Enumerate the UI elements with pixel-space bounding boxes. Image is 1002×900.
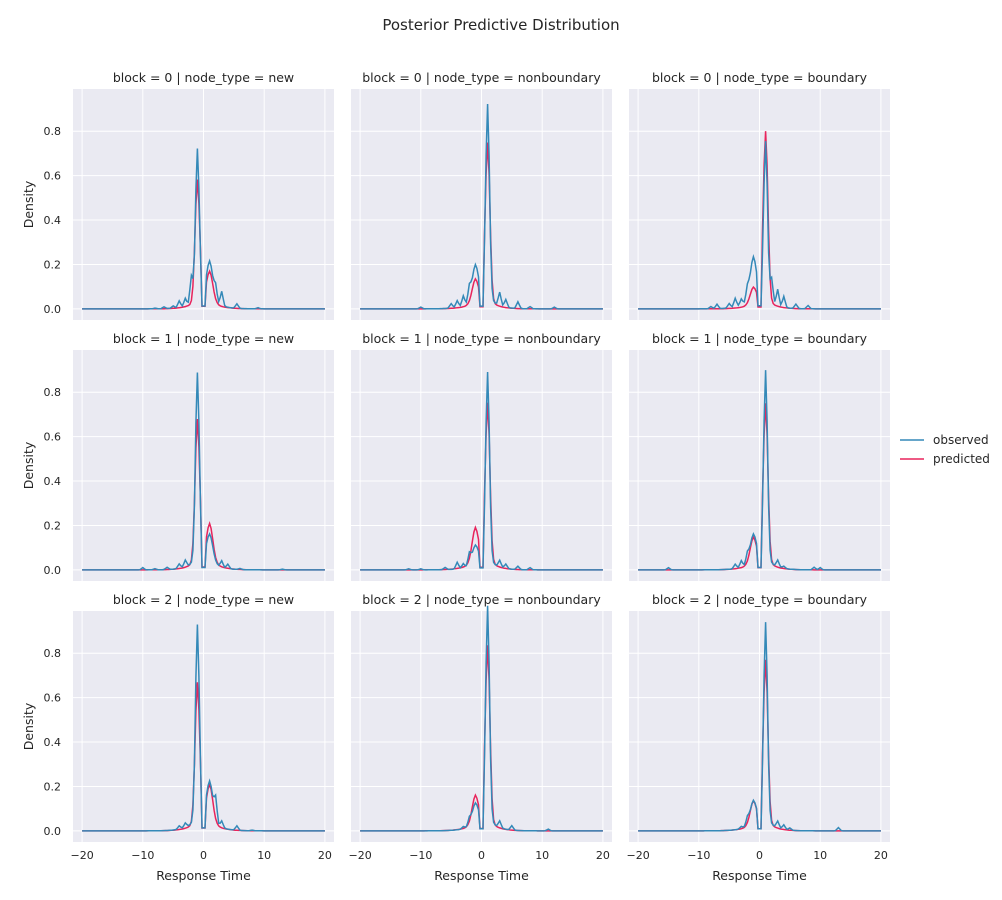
legend: observed predicted [900,433,990,466]
series-line-observed [360,371,603,571]
x-tick-label: 0 [756,849,763,862]
series-line-observed [638,622,881,832]
y-tick-label: 0.0 [44,303,62,316]
y-tick-label: 0.8 [44,647,62,660]
facet-panel-2-nonboundary: −20 −10 0 10 20 block = 2 | node_type = nonbo… [348,592,612,883]
facet-panel-2-new: −20 −10 0 10 20 0.0 0.2 0.4 0.6 0.8 block = 2 | no… [21,592,334,883]
x-tick-label: −10 [409,849,432,862]
panel-title: block = 2 | node_type = boundary [652,592,868,607]
x-tick-label: 20 [318,849,332,862]
facet-panel-1-new: 0.0 0.2 0.4 0.6 0.8 block = 1 | node_type = n… [21,331,334,581]
x-tick-label: −20 [626,849,649,862]
series-line-observed [360,103,603,310]
x-tick-label: −20 [348,849,371,862]
y-tick-label: 0.6 [44,170,62,183]
legend-label-predicted: predicted [933,452,990,466]
facet-panels: 0.0 0.2 0.4 0.6 0.8 block = 0 | node_type = n… [21,70,890,883]
series-line-observed [82,624,325,832]
series-line-observed [638,370,881,571]
x-tick-label: 10 [813,849,827,862]
x-tick-label: −10 [131,849,154,862]
facet-panel-0-nonboundary: block = 0 | node_type = nonboundary [351,70,612,320]
y-tick-label: 0.6 [44,692,62,705]
x-axis-label: Response Time [156,868,251,883]
facet-panel-0-boundary: block = 0 | node_type = boundary [629,70,890,320]
y-tick-label: 0.0 [44,564,62,577]
y-axis-label: Density [21,702,36,750]
panel-title: block = 2 | node_type = new [113,592,294,607]
y-tick-label: 0.2 [44,780,62,793]
x-tick-label: −20 [70,849,93,862]
y-tick-label: 0.8 [44,125,62,138]
facet-panel-1-boundary: block = 1 | node_type = boundary [629,331,890,581]
facet-panel-2-boundary: −20 −10 0 10 20 block = 2 | node_type = bound… [626,592,890,883]
y-tick-label: 0.8 [44,386,62,399]
x-tick-label: −10 [687,849,710,862]
panel-title: block = 0 | node_type = boundary [652,70,868,85]
series-line-observed [638,141,881,310]
panel-title: block = 1 | node_type = boundary [652,331,868,346]
panel-title: block = 0 | node_type = nonboundary [362,70,601,85]
y-tick-label: 0.4 [44,736,62,749]
x-tick-label: 0 [478,849,485,862]
x-tick-label: 10 [257,849,271,862]
y-axis-label: Density [21,441,36,489]
y-tick-label: 0.2 [44,258,62,271]
y-tick-label: 0.0 [44,825,62,838]
legend-label-observed: observed [933,433,989,447]
x-axis-label: Response Time [712,868,807,883]
y-tick-label: 0.4 [44,214,62,227]
x-tick-label: 0 [200,849,207,862]
x-axis-label: Response Time [434,868,529,883]
panel-title: block = 1 | node_type = nonboundary [362,331,601,346]
facet-panel-0-new: 0.0 0.2 0.4 0.6 0.8 block = 0 | node_type = n… [21,70,334,320]
x-tick-label: 20 [596,849,610,862]
series-line-observed [82,372,325,571]
x-tick-label: 20 [874,849,888,862]
y-tick-label: 0.4 [44,475,62,488]
series-line-observed [82,148,325,310]
y-tick-label: 0.6 [44,431,62,444]
series-line-observed [360,605,603,832]
facet-panel-1-nonboundary: block = 1 | node_type = nonboundary [351,331,612,581]
x-tick-label: 10 [535,849,549,862]
panel-title: block = 0 | node_type = new [113,70,294,85]
panel-title: block = 1 | node_type = new [113,331,294,346]
y-axis-label: Density [21,180,36,228]
figure-title: Posterior Predictive Distribution [382,16,619,34]
panel-title: block = 2 | node_type = nonboundary [362,592,601,607]
y-tick-label: 0.2 [44,519,62,532]
